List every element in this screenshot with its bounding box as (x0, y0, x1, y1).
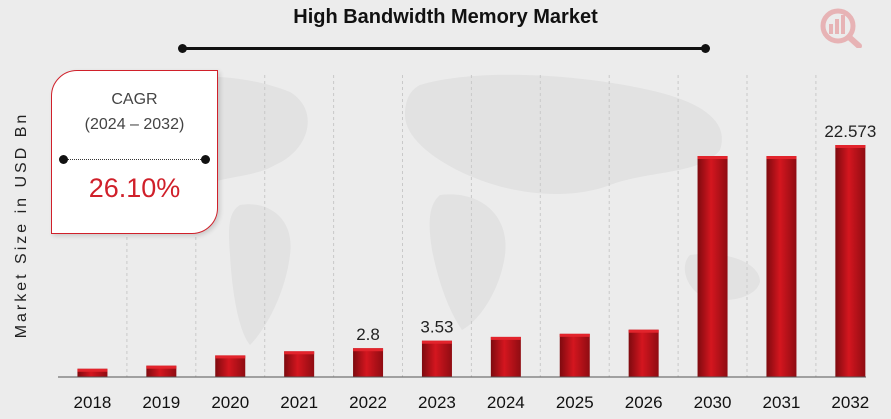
bar-2020 (215, 355, 246, 377)
x-tick-label: 2030 (694, 393, 732, 412)
bar-top-2030 (697, 156, 728, 160)
bar-2023 (421, 340, 452, 377)
bar-top-2020 (215, 355, 246, 359)
data-label-2032: 22.573 (824, 122, 876, 141)
data-label-2023: 3.53 (420, 318, 453, 337)
chart-magnifier-logo-icon (820, 8, 862, 48)
cagr-value: 26.10% (88, 173, 181, 203)
cagr-period: (2024 – 2032) (84, 116, 185, 133)
bar-top-2023 (421, 340, 452, 344)
bar-top-2026 (628, 329, 659, 333)
title-underline-right-dot (701, 44, 710, 53)
title-underline-left-dot (178, 44, 187, 53)
bar-2021 (284, 351, 315, 377)
bar-top-2021 (284, 351, 315, 355)
bar-2022 (353, 348, 384, 377)
x-tick-label: 2026 (625, 393, 663, 412)
cagr-divider (64, 159, 205, 160)
x-tick-label: 2019 (142, 393, 180, 412)
bar-2024 (490, 336, 521, 377)
chart-title: High Bandwidth Memory Market (293, 6, 598, 28)
x-tick-label: 2032 (831, 393, 869, 412)
bar-2031 (766, 156, 797, 377)
cagr-divider-right-dot (201, 155, 210, 164)
x-tick-label: 2023 (418, 393, 456, 412)
title-underline (183, 47, 706, 50)
x-tick-label: 2018 (74, 393, 112, 412)
cagr-callout: CAGR (2024 – 2032) 26.10% (51, 70, 218, 234)
bar-top-2025 (559, 333, 590, 337)
x-tick-label: 2025 (556, 393, 594, 412)
bar-top-2032 (835, 145, 866, 148)
x-tick-label: 2020 (211, 393, 249, 412)
bar-top-2019 (146, 365, 177, 369)
bar-2018 (77, 368, 108, 377)
bar-2025 (559, 333, 590, 377)
bar-top-2022 (353, 348, 384, 352)
x-tick-label: 2021 (280, 393, 318, 412)
bar-top-2031 (766, 156, 797, 160)
x-tick-label: 2022 (349, 393, 387, 412)
bar-2032 (835, 145, 866, 377)
data-label-2022: 2.8 (356, 325, 380, 344)
cagr-label: CAGR (111, 91, 158, 108)
x-tick-label: 2024 (487, 393, 525, 412)
bar-top-2024 (490, 336, 521, 340)
bar-top-2018 (77, 368, 108, 372)
bar-2019 (146, 365, 177, 377)
bar-2026 (628, 329, 659, 377)
x-tick-label: 2031 (763, 393, 801, 412)
bar-2030 (697, 156, 728, 377)
cagr-divider-left-dot (59, 155, 68, 164)
